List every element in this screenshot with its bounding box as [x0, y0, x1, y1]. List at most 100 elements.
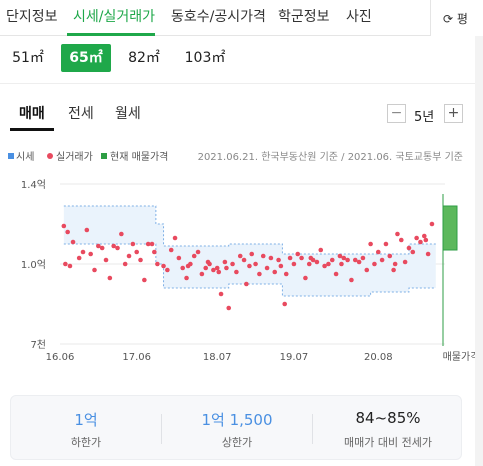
transaction-point [152, 249, 157, 255]
transaction-point [230, 261, 235, 267]
transaction-point [70, 239, 76, 245]
summary-separator [161, 414, 162, 444]
tab-price-transactions[interactable]: 시세/실거래가 [73, 9, 155, 25]
transaction-point [80, 249, 86, 255]
refresh-icon: ⟳ [443, 12, 454, 26]
lower-limit-value: 1억 [74, 411, 98, 429]
transaction-point [61, 223, 67, 229]
transaction-point [295, 251, 301, 257]
transaction-point [191, 253, 197, 259]
transaction-point [287, 255, 293, 261]
transaction-point [423, 237, 429, 243]
transaction-point [391, 267, 396, 273]
y-tick-label: 1.4억 [21, 179, 46, 191]
tab-unit-official-price[interactable]: 동호수/공시가격 [171, 9, 266, 25]
page-scrollbar[interactable] [475, 36, 483, 466]
transaction-point [161, 263, 166, 269]
period-decrease-button[interactable]: − [387, 104, 406, 123]
transaction-point [326, 261, 331, 267]
top-tab-bar: 단지정보 시세/실거래가 동호수/공시가격 학군정보 사진 ⟳ 평 [0, 0, 483, 36]
tab-jeonse[interactable]: 전세 [68, 106, 94, 122]
transaction-point [168, 247, 174, 253]
transaction-point [234, 269, 239, 275]
transaction-point [92, 267, 97, 273]
area-chip-51[interactable]: 51㎡ [12, 50, 44, 66]
legend-swatch-price [8, 153, 14, 159]
transaction-point [155, 261, 160, 267]
transaction-point [283, 271, 289, 277]
transaction-point [414, 235, 419, 241]
transaction-point [395, 231, 400, 237]
transaction-point [349, 277, 354, 283]
area-chip-103[interactable]: 103㎡ [184, 50, 226, 66]
transaction-point [402, 259, 408, 265]
active-tab-indicator [67, 33, 155, 36]
summary-jeonse-ratio: 84~85% 매매가 대비 전세가 [313, 396, 463, 461]
transaction-point [184, 275, 189, 281]
transaction-point [224, 265, 229, 271]
transaction-point [333, 271, 339, 277]
transaction-point [418, 239, 423, 245]
price-band-area [63, 206, 436, 296]
transaction-point [264, 265, 270, 271]
transaction-point [180, 265, 186, 271]
transaction-point [260, 253, 266, 259]
tab-school-info[interactable]: 학군정보 [278, 9, 330, 25]
transaction-point [406, 245, 412, 251]
transaction-point [134, 249, 139, 255]
x-tick-label: 19.07 [280, 352, 309, 363]
area-chip-82[interactable]: 82㎡ [128, 50, 160, 66]
unit-toggle-button[interactable]: ⟳ 평 [430, 0, 483, 36]
transaction-point [63, 261, 68, 267]
transaction-point [257, 271, 262, 277]
period-increase-button[interactable]: + [444, 104, 463, 123]
transaction-point [138, 257, 143, 263]
legend-label-listing: 현재 매물가격 [110, 152, 169, 163]
transaction-point [368, 241, 373, 247]
transaction-point [216, 269, 222, 275]
tab-photos[interactable]: 사진 [346, 9, 372, 25]
legend-swatch-listing [101, 153, 107, 159]
y-tick-label: 7천 [30, 339, 46, 351]
transaction-point [337, 253, 343, 259]
legend-label-transactions: 실거래가 [56, 152, 93, 163]
transaction-point [96, 243, 101, 249]
jeonse-ratio-value: 84~85% [355, 409, 421, 427]
x-tick-label: 20.08 [364, 352, 393, 363]
legend-label-price: 시세 [16, 152, 35, 163]
summary-separator [312, 414, 313, 444]
legend-source-note: 2021.06.21. 한국부동산원 기준 / 2021.06. 국토교통부 기… [197, 152, 463, 163]
unit-toggle-label: 평 [456, 12, 468, 26]
transaction-point [291, 261, 297, 267]
transaction-point [111, 243, 116, 249]
transaction-point [352, 257, 358, 263]
transaction-point [276, 257, 281, 263]
transaction-point [421, 233, 427, 239]
transaction-point [126, 253, 132, 259]
transaction-point [247, 263, 252, 269]
transaction-point [115, 245, 120, 251]
transaction-point [303, 275, 308, 281]
y-tick-label: 1.0억 [21, 259, 46, 271]
transaction-point [226, 305, 232, 311]
transaction-point [379, 257, 385, 263]
tab-sale[interactable]: 매매 [19, 106, 45, 122]
tab-complex-info[interactable]: 단지정보 [6, 9, 58, 25]
transaction-point [165, 267, 170, 273]
transaction-point [99, 245, 105, 251]
transaction-point [364, 267, 370, 273]
transaction-point [314, 259, 320, 265]
transaction-point [88, 251, 93, 257]
upper-limit-value: 1억 1,500 [201, 411, 273, 429]
x-tick-label: 매물가격 [443, 350, 480, 363]
price-chart: 1.4억 1.0억 7천 16.06 17.06 18.07 19.07 20.08 매물가격 [0, 170, 483, 375]
section-divider [0, 83, 483, 84]
chart-legend: 시세 실거래가 현재 매물가격 2021.06.21. 한국부동산원 기준 / … [0, 148, 483, 164]
transaction-point [345, 257, 350, 263]
transaction-point [145, 241, 151, 247]
transaction-point [398, 237, 404, 243]
tab-monthly-rent[interactable]: 월세 [115, 106, 141, 122]
transaction-point [241, 257, 247, 263]
area-chip-65[interactable]: 65㎡ [61, 44, 111, 72]
